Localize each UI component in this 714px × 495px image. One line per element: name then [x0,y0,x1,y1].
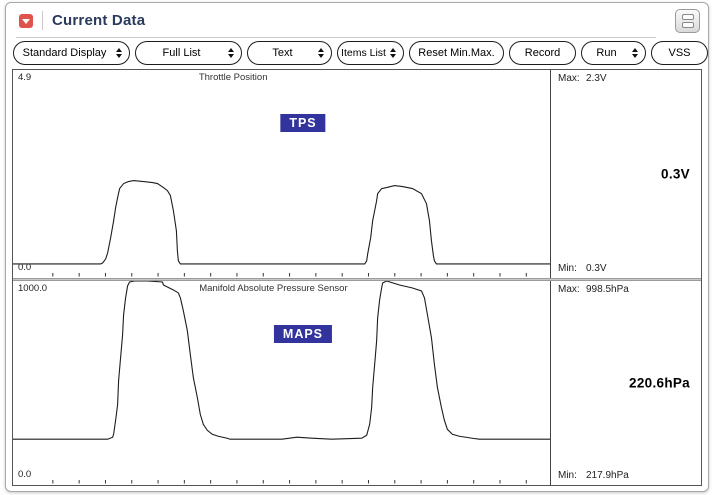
window-header: Current Data [6,3,708,38]
tps-waveform-svg [13,179,550,277]
record-button[interactable]: Record [509,41,576,65]
tps-scale-min-label: 0.0 [18,262,32,273]
maps-max-value: 998.5hPa [586,284,629,295]
tps-min-value: 0.3V [586,263,607,274]
maps-min-row: Min: 217.9hPa [558,470,629,481]
tps-current-value: 0.3V [661,166,690,182]
tps-scale-max-label: 4.9 [18,72,32,83]
tps-max-row: Max: 2.3V [558,73,607,84]
tps-waveform [13,179,550,265]
stacked-windows-button[interactable] [675,8,700,33]
updown-spinner-icon [390,48,396,58]
maps-side-panel: Max: 998.5hPa 220.6hPa Min: 217.9hPa [551,281,701,485]
tps-plot-area: 4.9 Throttle Position TPS 0.0 [13,70,551,278]
chart-separator [13,278,701,281]
reset-min-max-button[interactable]: Reset Min.Max. [409,41,504,65]
maps-plot-title: Manifold Absolute Pressure Sensor [199,283,348,294]
vss-button[interactable]: VSS [651,41,708,65]
current-data-window: Current Data Standard Display Full List … [5,2,709,492]
tps-plot-title: Throttle Position [198,72,268,83]
maps-current-value: 220.6hPa [629,375,690,391]
maps-waveform [13,281,550,440]
text-select[interactable]: Text [247,41,332,65]
updown-spinner-icon [228,48,234,58]
maps-badge: MAPS [273,325,333,343]
tps-side-panel: Max: 2.3V 0.3V Min: 0.3V [551,70,701,278]
page-title: Current Data [52,12,146,29]
run-select[interactable]: Run [581,41,646,65]
updown-spinner-icon [116,48,122,58]
items-list-select[interactable]: Items List [337,41,404,65]
stacked-windows-icon [681,13,694,20]
maps-max-row: Max: 998.5hPa [558,284,629,295]
maps-min-value: 217.9hPa [586,470,629,481]
header-divider [42,11,43,30]
updown-spinner-icon [632,48,638,58]
header-underline [16,37,656,38]
maps-scale-min-label: 0.0 [18,469,32,480]
maps-waveform-svg [13,281,550,484]
tps-min-row: Min: 0.3V [558,263,607,274]
full-list-select[interactable]: Full List [135,41,242,65]
tps-max-value: 2.3V [586,73,607,84]
charts-panel: 4.9 Throttle Position TPS 0.0 Max: 2.3V … [12,69,702,486]
red-dropdown-icon[interactable] [19,13,33,28]
maps-plot-area: 1000.0 Manifold Absolute Pressure Sensor… [13,281,551,485]
tps-chart-row: 4.9 Throttle Position TPS 0.0 Max: 2.3V … [13,70,701,278]
standard-display-select[interactable]: Standard Display [13,41,130,65]
updown-spinner-icon [318,48,324,58]
maps-chart-row: 1000.0 Manifold Absolute Pressure Sensor… [13,281,701,485]
maps-scale-max-label: 1000.0 [18,283,48,294]
toolbar: Standard Display Full List Text Items Li… [6,38,708,69]
tps-badge: TPS [280,114,326,132]
